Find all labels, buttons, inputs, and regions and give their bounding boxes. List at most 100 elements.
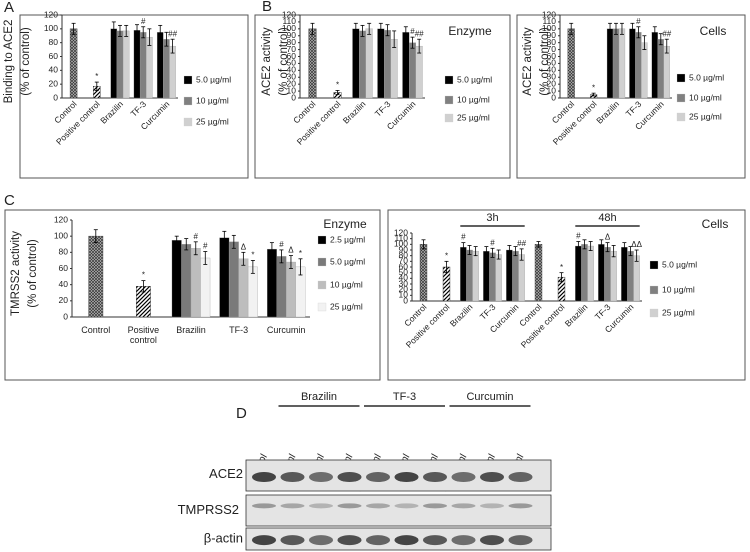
significance-mark: ΔΔ	[631, 240, 642, 249]
panel-frame	[4, 209, 381, 381]
blot-band	[480, 472, 504, 483]
bar	[171, 240, 182, 318]
blot-band	[508, 503, 533, 509]
significance-mark: #	[576, 232, 581, 241]
blot-band	[451, 472, 476, 483]
legend-label: 2.5 µg/ml	[330, 234, 365, 244]
legend-label: 25 µg/ml	[689, 111, 722, 121]
bar	[156, 32, 164, 99]
bar	[604, 247, 611, 302]
legend-label: 25 µg/ml	[457, 112, 490, 122]
blot-band	[423, 535, 447, 546]
y-tick-label: 90	[547, 30, 557, 40]
legend-label: 25 µg/ml	[662, 307, 695, 317]
x-tick-label: TF-3	[128, 99, 148, 119]
panel-frame	[19, 14, 249, 179]
x-tick-label: TF-3	[478, 302, 498, 322]
y-tick-label: 0	[63, 311, 68, 321]
legend-swatch	[676, 93, 686, 103]
bar	[219, 237, 230, 318]
x-tick-label: Brazilin	[98, 99, 125, 126]
group-label: 3h	[486, 212, 498, 224]
bar	[489, 252, 496, 302]
y-axis-label: (% of control)	[20, 27, 32, 96]
bar	[181, 244, 192, 318]
y-tick-label: 90	[399, 244, 409, 254]
significance-mark: *	[560, 263, 563, 272]
y-tick-label: 90	[287, 30, 297, 40]
panel-frame	[387, 209, 746, 381]
bar	[116, 30, 124, 99]
y-tick-label: 110	[542, 16, 556, 26]
chart-panel: A Binding to ACE2 (% of control) 0 20 40 60 80 1…	[3, 0, 249, 179]
blot-band	[252, 472, 276, 483]
bar	[587, 245, 594, 302]
x-tick-label: Brazilin	[594, 99, 621, 126]
y-axis-label: Binding to ACE2	[3, 20, 15, 104]
y-tick-label: 40	[399, 273, 409, 283]
blot-band	[480, 535, 504, 546]
chart-panel: Cells ACE2 activity (% of control)01020304…	[516, 9, 746, 179]
legend-swatch	[183, 75, 193, 85]
y-tick-label: 40	[49, 65, 59, 75]
x-tick-label: Brazilin	[176, 325, 206, 335]
significance-mark: *	[251, 251, 254, 260]
bar	[621, 247, 628, 302]
y-tick-label: 100	[542, 23, 556, 33]
blot-band	[337, 503, 362, 509]
y-tick-label: 80	[59, 247, 69, 257]
panel-subtitle: Enzyme	[323, 217, 367, 231]
y-tick-label: 100	[54, 230, 68, 240]
bar	[200, 257, 211, 318]
bar	[518, 254, 525, 302]
bar	[228, 241, 239, 318]
bar	[365, 28, 373, 99]
blot-band	[394, 472, 419, 483]
bar	[352, 28, 360, 99]
blot-band	[252, 503, 276, 509]
bar	[384, 30, 391, 99]
x-tick-label: Brazilin	[563, 302, 590, 329]
significance-mark: #	[279, 240, 284, 249]
panel-letter: A	[4, 0, 14, 16]
legend-swatch	[183, 117, 193, 127]
legend-swatch	[676, 73, 686, 83]
bar	[377, 28, 385, 99]
bar	[110, 28, 118, 99]
significance-mark: #	[203, 242, 208, 251]
panel-letter: B	[262, 0, 272, 15]
y-tick-label: 120	[542, 9, 556, 19]
y-tick-label: 0	[291, 92, 296, 102]
significance-mark: #	[410, 27, 415, 36]
bar	[146, 36, 153, 99]
bar	[276, 256, 287, 318]
y-tick-label: 20	[547, 78, 557, 88]
legend-label: 5.0 µg/ml	[689, 72, 724, 82]
bar	[169, 45, 176, 99]
bar	[629, 28, 636, 99]
legend-label: 10 µg/ml	[196, 95, 229, 105]
chart-panel: C Enzyme TMRSS2 activity (% of control) 0 20 4…	[4, 192, 381, 381]
y-tick-label: 10	[287, 85, 297, 95]
y-axis-label: ACE2 activity	[522, 27, 534, 96]
x-tick-label: TF-3	[593, 302, 613, 322]
panel-letter: C	[4, 192, 15, 209]
bar	[247, 266, 258, 318]
bar	[419, 244, 428, 302]
panel-frame	[516, 14, 746, 179]
panel-subtitle: Enzyme	[448, 24, 492, 38]
bar	[267, 248, 277, 318]
y-axis-label: (% of control)	[539, 27, 551, 96]
y-tick-label: 20	[59, 295, 69, 305]
y-tick-label: 80	[547, 37, 557, 47]
bar	[575, 245, 582, 302]
row-label: β-actin	[204, 530, 243, 545]
bar	[641, 42, 648, 99]
legend-swatch	[444, 113, 454, 123]
legend-label: 10 µg/ml	[689, 92, 722, 102]
legend-label: 5.0 µg/ml	[662, 259, 697, 269]
significance-mark: *	[592, 83, 595, 92]
legend-swatch	[317, 257, 327, 267]
y-tick-label: 20	[399, 284, 409, 294]
blot-strip	[245, 494, 552, 527]
